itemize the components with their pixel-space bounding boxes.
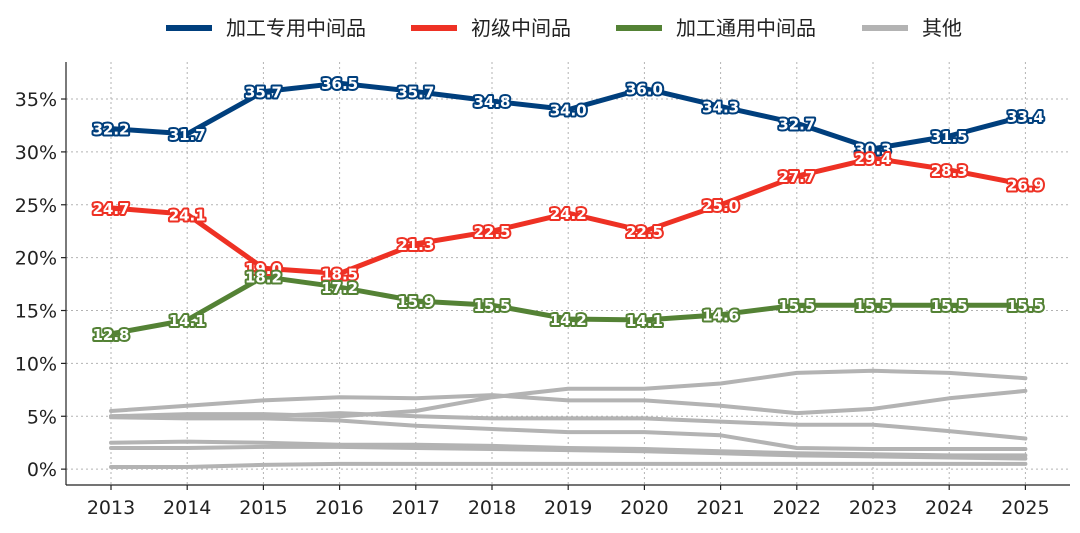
x-tick-label: 2014 [163, 497, 211, 519]
x-tick-label: 2015 [239, 497, 287, 519]
data-label-processing-general: 14.1 [169, 312, 206, 330]
y-tick-label: 35% [15, 89, 57, 111]
legend-label: 加工专用中间品 [226, 16, 366, 40]
y-tick-label: 25% [15, 195, 57, 217]
data-labels: 32.2 31.7 35.7 36.5 35.7 34.8 34.0 36.0 34.3 32.7… [90, 73, 1045, 346]
data-label-primary: 19.0 [245, 260, 282, 278]
series-line-other [109, 411, 1028, 441]
series-line-other [109, 444, 1028, 461]
main-series-lines [108, 80, 1028, 337]
legend-item: 加工专用中间品 [166, 16, 366, 40]
x-tick-label: 2021 [696, 497, 744, 519]
data-label-processing-general: 18.2 [245, 269, 282, 287]
legend: 加工专用中间品 初级中间品 加工通用中间品 其他 [166, 16, 962, 40]
data-label-primary: 22.5 [626, 223, 663, 241]
x-tick-label: 2022 [773, 497, 821, 519]
data-label-processing-specific: 31.7 [169, 126, 206, 144]
x-tick-label: 2013 [87, 497, 135, 519]
series-line-primary [108, 155, 1028, 276]
data-label-processing-specific: 32.7 [778, 115, 815, 133]
data-label-primary: 18.5 [321, 266, 358, 284]
axes: 0% 5% 10% 15% 20% 25% 30% 35% 2013 2014 2015 2016 20… [15, 62, 1070, 519]
legend-label: 初级中间品 [471, 16, 571, 40]
data-label-primary: 24.2 [550, 205, 587, 223]
y-tick-label: 10% [15, 353, 57, 375]
data-label-primary: 21.3 [397, 236, 434, 254]
series-line-other [109, 461, 1028, 469]
data-label-processing-specific: 35.7 [397, 84, 434, 102]
x-tick-label: 2024 [925, 497, 973, 519]
data-label-processing-specific: 33.4 [1007, 108, 1044, 126]
data-label-processing-general: 15.5 [854, 297, 891, 315]
data-label-processing-specific: 34.0 [550, 102, 587, 120]
data-label-processing-general: 12.8 [92, 326, 129, 344]
x-tick-label: 2023 [849, 497, 897, 519]
data-label-processing-specific: 32.2 [92, 121, 129, 139]
data-label-primary: 29.4 [854, 150, 891, 168]
data-label-primary: 24.7 [92, 200, 129, 218]
data-label-processing-general: 15.5 [931, 297, 968, 315]
data-label-processing-specific: 34.3 [702, 98, 739, 116]
series-line-other [109, 368, 1028, 419]
legend-label: 其他 [922, 16, 962, 40]
legend-item: 其他 [862, 16, 962, 40]
data-label-primary: 22.5 [473, 223, 510, 241]
y-tick-label: 0% [27, 459, 57, 481]
data-label-processing-specific: 34.8 [473, 93, 510, 111]
series-line-processing-general [108, 274, 1028, 337]
y-tick-label: 30% [15, 142, 57, 164]
x-tick-label: 2016 [315, 497, 363, 519]
legend-label: 加工通用中间品 [676, 16, 816, 40]
data-label-processing-specific: 36.0 [626, 80, 663, 98]
x-tick-label: 2025 [1001, 497, 1049, 519]
data-label-processing-general: 17.2 [321, 279, 358, 297]
data-label-processing-general: 14.2 [550, 311, 587, 329]
data-label-processing-specific: 36.5 [321, 75, 358, 93]
series-line-other [109, 439, 1028, 458]
data-label-primary: 28.3 [931, 162, 968, 180]
series-line-other [109, 388, 1028, 416]
data-label-primary: 27.7 [778, 168, 815, 186]
data-label-processing-specific: 30.3 [854, 141, 891, 159]
x-tick-label: 2019 [544, 497, 592, 519]
data-label-primary: 26.9 [1007, 177, 1044, 195]
data-label-processing-specific: 31.5 [931, 128, 968, 146]
grid [66, 62, 1070, 485]
data-label-processing-general: 14.6 [702, 307, 739, 325]
legend-item: 初级中间品 [411, 16, 571, 40]
y-tick-label: 20% [15, 248, 57, 270]
x-tick-label: 2020 [620, 497, 668, 519]
data-label-processing-general: 15.5 [473, 297, 510, 315]
x-tick-label: 2018 [468, 497, 516, 519]
data-label-processing-general: 15.5 [778, 297, 815, 315]
legend-item: 加工通用中间品 [616, 16, 816, 40]
series-line-other [109, 415, 1028, 451]
data-label-processing-general: 14.1 [626, 312, 663, 330]
other-series-lines [109, 368, 1028, 469]
data-label-primary: 24.1 [169, 206, 206, 224]
data-label-processing-general: 15.9 [397, 293, 434, 311]
data-label-processing-specific: 35.7 [245, 84, 282, 102]
y-tick-label: 15% [15, 301, 57, 323]
data-label-primary: 25.0 [702, 197, 739, 215]
y-tick-label: 5% [27, 406, 57, 428]
data-label-processing-general: 15.5 [1007, 297, 1044, 315]
x-tick-label: 2017 [392, 497, 440, 519]
series-line-processing-specific [108, 80, 1028, 152]
